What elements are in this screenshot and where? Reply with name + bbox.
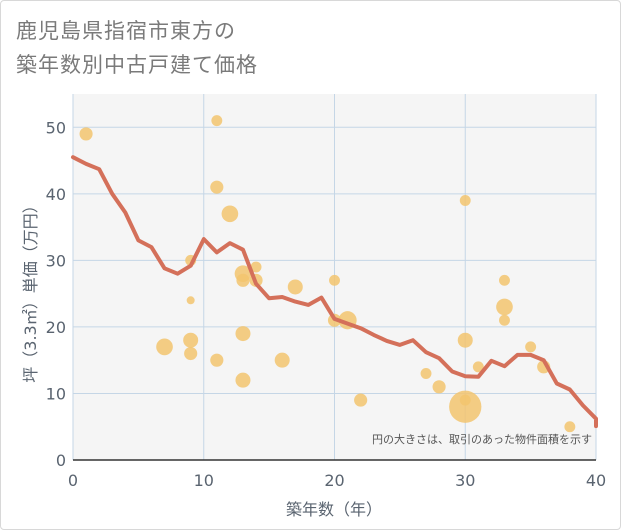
- scatter-point: [354, 393, 368, 407]
- scatter-point: [329, 274, 340, 286]
- scatter-point: [235, 372, 251, 388]
- y-tick-label: 10: [46, 384, 66, 403]
- x-tick-label: 40: [586, 471, 606, 490]
- chart-title-line1: 鹿児島県指宿市東方の: [16, 19, 236, 43]
- scatter-point: [432, 380, 446, 394]
- scatter-point: [496, 298, 513, 316]
- scatter-point: [472, 361, 484, 373]
- scatter-point: [236, 273, 250, 287]
- scatter-point: [459, 195, 471, 206]
- scatter-point: [221, 205, 239, 223]
- scatter-point: [457, 332, 473, 348]
- scatter-point: [184, 346, 198, 361]
- scatter-point: [449, 390, 482, 423]
- tick-layer: 0 10 20 30 40 0 10 20 30 40 50: [46, 118, 607, 490]
- scatter-point: [274, 352, 290, 368]
- y-tick-label: 40: [46, 185, 66, 204]
- y-tick-label: 30: [46, 251, 66, 270]
- x-axis-label: 築年数（年）: [286, 500, 382, 519]
- line-layer: [71, 155, 598, 429]
- y-axis-label: 坪（3.3㎡）単価（万円）: [21, 197, 40, 382]
- x-tick-label: 30: [455, 471, 475, 490]
- x-tick-label: 10: [194, 471, 214, 490]
- scatter-point: [499, 274, 510, 286]
- x-tick-label: 0: [68, 471, 78, 490]
- x-tick-label: 20: [324, 471, 344, 490]
- bubble-layer: [79, 115, 576, 433]
- scatter-point: [210, 353, 224, 367]
- scatter-point: [210, 180, 224, 194]
- scatter-point: [211, 115, 223, 127]
- trend-line: [71, 155, 598, 429]
- y-tick-label: 50: [46, 118, 66, 137]
- scatter-point: [420, 368, 432, 379]
- scatter-point: [186, 296, 195, 305]
- size-note: 円の大きさは、取引のあった物件面積を示す: [372, 432, 592, 446]
- scatter-point: [287, 279, 303, 295]
- grid: [72, 94, 597, 461]
- y-tick-label: 0: [56, 451, 66, 470]
- chart-title-line2: 築年数別中古戸建て価格: [16, 53, 258, 77]
- scatter-point: [525, 341, 537, 353]
- scatter-point: [564, 421, 576, 433]
- scatter-point: [459, 394, 471, 406]
- scatter-point: [250, 261, 262, 273]
- scatter-point: [235, 326, 251, 342]
- scatter-point: [79, 127, 93, 141]
- y-tick-label: 20: [46, 318, 66, 337]
- scatter-point: [499, 314, 510, 326]
- scatter-point: [183, 332, 199, 348]
- scatter-point: [156, 338, 173, 356]
- chart-title: 鹿児島県指宿市東方の 築年数別中古戸建て価格: [16, 14, 258, 82]
